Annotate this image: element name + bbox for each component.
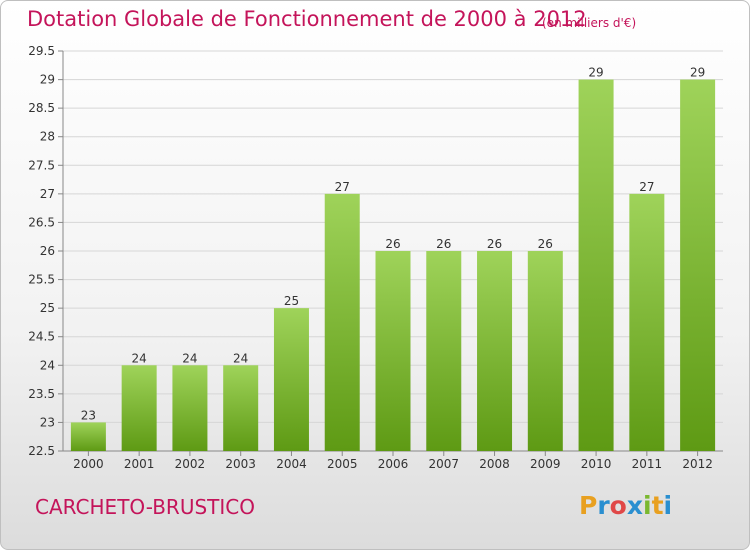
- y-tick-label: 23.5: [28, 387, 55, 401]
- bar-2000: [70, 422, 106, 451]
- x-tick-label: 2012: [682, 457, 713, 471]
- x-tick-label: 2003: [225, 457, 256, 471]
- bar-2001: [121, 365, 157, 451]
- labels: 22.5 23 23.5 24 24.5 25 25.5 26 26.5 27 27.5 28 28.5…: [28, 44, 713, 471]
- y-tick-label: 26.5: [28, 215, 55, 229]
- bar-2005: [324, 193, 360, 451]
- x-tick-label: 2011: [632, 457, 663, 471]
- data-label: 26: [487, 237, 502, 251]
- data-label: 29: [690, 66, 705, 80]
- logo-letter: o: [609, 491, 627, 520]
- y-tick-label: 25: [40, 301, 55, 315]
- bars: [70, 79, 716, 452]
- x-tick-label: 2002: [175, 457, 206, 471]
- y-tick-label: 26: [40, 244, 55, 258]
- bar-2010: [578, 79, 614, 452]
- bar-2012: [680, 79, 716, 452]
- y-tick-label: 28.5: [28, 101, 55, 115]
- chart-title: Dotation Globale de Fonctionnement de 20…: [27, 7, 587, 31]
- logo-letter: t: [651, 491, 664, 520]
- bar-2006: [375, 251, 411, 451]
- data-label: 29: [588, 66, 603, 80]
- x-tick-label: 2004: [276, 457, 307, 471]
- x-tick-label: 2005: [327, 457, 358, 471]
- data-label: 24: [182, 351, 197, 365]
- data-label: 27: [335, 180, 350, 194]
- data-label: 27: [639, 180, 654, 194]
- bar-2003: [223, 365, 259, 451]
- data-label: 24: [233, 351, 248, 365]
- x-tick-label: 2008: [479, 457, 510, 471]
- commune-name: CARCHETO-BRUSTICO: [35, 495, 255, 519]
- chart-subtitle: (en milliers d'€): [542, 16, 637, 30]
- bar-2009: [527, 251, 563, 451]
- logo-letter: i: [643, 491, 652, 520]
- x-tick-label: 2001: [124, 457, 155, 471]
- y-tick-label: 29.5: [28, 44, 55, 58]
- logo-letter: x: [626, 491, 643, 520]
- y-tick-label: 23: [40, 415, 55, 429]
- proxiti-logo: Proxiti: [579, 491, 672, 520]
- x-tick-label: 2006: [378, 457, 409, 471]
- bar-2008: [477, 251, 513, 451]
- y-tick-label: 25.5: [28, 273, 55, 287]
- logo-letter: r: [597, 491, 610, 520]
- bar-2002: [172, 365, 208, 451]
- x-tick-label: 2010: [581, 457, 612, 471]
- logo-letter: P: [579, 491, 598, 520]
- data-label: 26: [436, 237, 451, 251]
- bar-2011: [629, 193, 665, 451]
- data-label: 26: [538, 237, 553, 251]
- data-label: 26: [385, 237, 400, 251]
- bar-2007: [426, 251, 462, 451]
- data-label: 25: [284, 294, 299, 308]
- y-tick-label: 27: [40, 187, 55, 201]
- y-tick-label: 28: [40, 130, 55, 144]
- bar-2004: [273, 308, 309, 451]
- y-tick-label: 27.5: [28, 158, 55, 172]
- x-tick-label: 2009: [530, 457, 561, 471]
- logo-letter: i: [663, 491, 673, 520]
- data-label: 23: [81, 408, 96, 422]
- y-tick-label: 24.5: [28, 330, 55, 344]
- data-label: 24: [132, 351, 147, 365]
- y-tick-label: 24: [40, 358, 55, 372]
- y-tick-label: 22.5: [28, 444, 55, 458]
- x-tick-label: 2000: [73, 457, 104, 471]
- y-tick-label: 29: [40, 73, 55, 87]
- x-tick-label: 2007: [428, 457, 459, 471]
